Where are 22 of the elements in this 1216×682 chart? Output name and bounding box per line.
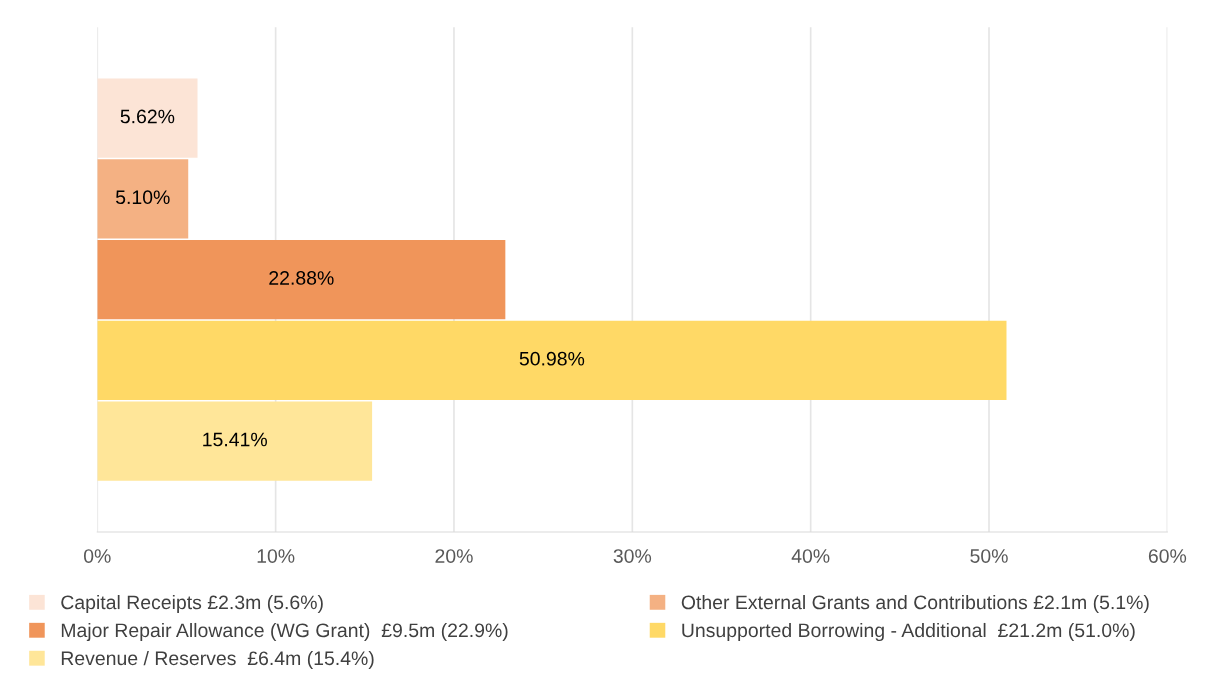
bar xyxy=(97,320,1007,400)
bar xyxy=(97,240,506,320)
legend-label: Revenue / Reserves £6.4m (15.4%) xyxy=(61,650,374,669)
legend-label: Other External Grants and Contributions £2.1m (5.1%) xyxy=(681,594,1149,614)
data-label: 50.98% xyxy=(519,351,585,366)
x-tick-label: 0% xyxy=(83,549,111,563)
x-tick-label: 10% xyxy=(257,549,295,563)
data-label: 5.62% xyxy=(120,109,175,124)
bar xyxy=(97,78,198,158)
data-label: 22.88% xyxy=(269,271,334,285)
bar xyxy=(97,401,373,481)
x-tick-label: 30% xyxy=(613,549,652,563)
x-tick-label: 20% xyxy=(435,549,473,563)
x-tick-label: 60% xyxy=(1148,549,1187,563)
legend-label: Major Repair Allowance (WG Grant) £9.5m (22.9%) xyxy=(61,622,508,642)
bar xyxy=(97,159,189,239)
legend-label: Capital Receipts £2.3m (5.6%) xyxy=(61,594,323,614)
legend-label: Unsupported Borrowing - Additional £21.2m (51.0%) xyxy=(682,622,1135,642)
x-tick-label: 50% xyxy=(970,549,1008,563)
data-label: 15.41% xyxy=(203,432,267,447)
x-tick-label: 40% xyxy=(791,549,830,563)
data-label: 5.10% xyxy=(115,190,170,205)
